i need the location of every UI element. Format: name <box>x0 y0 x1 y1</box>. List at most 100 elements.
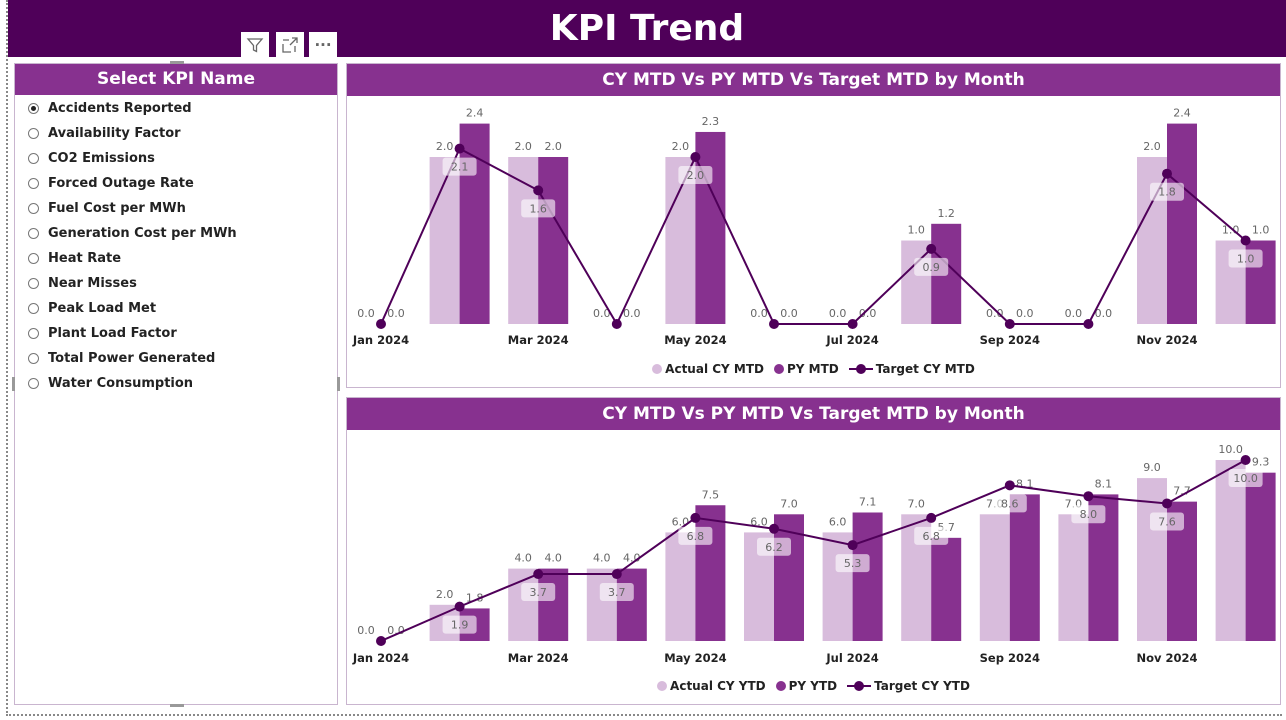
target-point <box>454 143 465 154</box>
target-line <box>380 459 1247 642</box>
slicer-item[interactable]: Water Consumption <box>15 371 337 396</box>
filter-icon[interactable] <box>241 32 269 58</box>
radio-button-icon[interactable] <box>28 253 39 264</box>
data-label-py: 2.3 <box>702 115 720 128</box>
bar-py <box>459 123 490 324</box>
slicer-item[interactable]: Near Misses <box>15 271 337 296</box>
resize-handle[interactable] <box>170 704 184 707</box>
target-label-box <box>521 583 556 602</box>
data-label-actual: 2.0 <box>514 140 532 153</box>
target-point <box>1162 168 1172 179</box>
slicer-item[interactable]: CO2 Emissions <box>15 146 337 171</box>
bar-py <box>616 568 647 641</box>
legend-label: Actual CY YTD <box>670 679 766 693</box>
target-label-box <box>757 537 791 556</box>
data-label-actual: 0.0 <box>750 307 768 320</box>
legend-item-py[interactable]: PY MTD <box>774 362 839 376</box>
data-label-py: 0.0 <box>1095 307 1113 320</box>
bar-py <box>1245 472 1276 641</box>
target-label-box <box>442 157 477 176</box>
slicer-item[interactable]: Heat Rate <box>15 246 337 271</box>
data-label-target: 6.2 <box>765 541 783 554</box>
data-label-target: 6.8 <box>922 530 940 543</box>
bar-actual <box>586 568 617 641</box>
radio-button-icon[interactable] <box>28 228 39 239</box>
target-point <box>847 540 858 551</box>
legend-label: Target CY MTD <box>875 362 975 376</box>
slicer-item[interactable]: Fuel Cost per MWh <box>15 196 337 221</box>
bar-py <box>1009 494 1040 641</box>
slicer-item[interactable]: Peak Load Met <box>15 296 337 321</box>
legend-item-target[interactable]: Target CY MTD <box>848 362 975 376</box>
x-axis-tick-label: Jan 2024 <box>352 651 409 665</box>
slicer-item-label: Generation Cost per MWh <box>48 226 237 241</box>
target-point <box>1083 491 1094 502</box>
slicer-item[interactable]: Forced Outage Rate <box>15 171 337 196</box>
target-label-box <box>1150 512 1184 531</box>
bar-actual <box>1058 514 1089 641</box>
data-label-py: 7.1 <box>859 495 877 508</box>
radio-button-icon[interactable] <box>28 153 39 164</box>
radio-button-icon[interactable] <box>28 278 39 289</box>
data-label-py: 2.4 <box>1173 107 1191 120</box>
target-label-box <box>678 526 713 545</box>
slicer-item[interactable]: Plant Load Factor <box>15 321 337 346</box>
slicer-item-label: Plant Load Factor <box>48 326 177 341</box>
slicer-item-label: Water Consumption <box>48 376 194 391</box>
data-label-actual: 2.0 <box>1143 140 1161 153</box>
target-point <box>533 569 544 580</box>
legend-item-actual[interactable]: Actual CY MTD <box>652 362 764 376</box>
radio-button-icon[interactable] <box>28 128 39 139</box>
resize-handle[interactable] <box>170 61 184 64</box>
bar-actual <box>508 157 539 324</box>
data-label-py: 8.1 <box>1095 477 1113 490</box>
radio-button-icon[interactable] <box>28 328 39 339</box>
slicer-item[interactable]: Availability Factor <box>15 121 337 146</box>
data-label-target: 1.8 <box>1158 186 1176 199</box>
data-label-py: 1.0 <box>1252 224 1270 237</box>
slicer-item-label: Total Power Generated <box>48 351 216 366</box>
bar-py <box>538 157 569 324</box>
target-point <box>533 185 544 196</box>
data-label-actual: 6.0 <box>672 515 690 528</box>
target-point <box>454 601 465 612</box>
bar-actual <box>979 514 1010 641</box>
legend-item-py[interactable]: PY YTD <box>775 679 838 693</box>
target-label-box <box>914 257 949 276</box>
radio-button-icon[interactable] <box>28 378 39 389</box>
target-point <box>376 319 386 329</box>
slicer-item[interactable]: Accidents Reported <box>15 96 337 121</box>
legend-dot-icon <box>657 681 668 691</box>
data-label-target: 2.0 <box>687 169 705 182</box>
data-label-target: 0.9 <box>922 261 940 274</box>
radio-button-icon[interactable] <box>28 303 39 314</box>
data-label-actual: 9.0 <box>1143 461 1161 474</box>
data-label-py: 0.0 <box>387 624 405 637</box>
more-options-icon[interactable]: ··· <box>309 32 337 58</box>
target-point <box>611 569 622 580</box>
data-label-target: 10.0 <box>1233 472 1258 485</box>
legend-label: PY YTD <box>788 679 838 693</box>
radio-button-icon[interactable] <box>28 353 39 364</box>
slicer-title: Select KPI Name <box>15 64 337 95</box>
x-axis-tick-label: Sep 2024 <box>980 651 1040 665</box>
radio-button-icon[interactable] <box>28 178 39 189</box>
focus-mode-icon[interactable] <box>276 32 304 58</box>
data-label-py: 7.5 <box>702 488 720 501</box>
legend-item-target[interactable]: Target CY YTD <box>847 679 970 693</box>
data-label-py: 2.4 <box>466 107 484 120</box>
radio-button-icon[interactable] <box>28 103 39 114</box>
data-label-actual: 0.0 <box>1065 307 1083 320</box>
kpi-slicer: Select KPI Name Accidents Reported Availa… <box>12 61 340 707</box>
resize-handle[interactable] <box>12 377 15 391</box>
data-label-target: 1.6 <box>529 202 547 215</box>
data-label-target: 8.6 <box>1001 497 1019 510</box>
radio-button-icon[interactable] <box>28 203 39 214</box>
slicer-item[interactable]: Total Power Generated <box>15 346 337 371</box>
legend-item-actual[interactable]: Actual CY YTD <box>657 679 766 693</box>
target-point <box>769 319 779 329</box>
target-label-box <box>914 526 949 545</box>
resize-handle[interactable] <box>337 377 340 391</box>
slicer-item[interactable]: Generation Cost per MWh <box>15 221 337 246</box>
